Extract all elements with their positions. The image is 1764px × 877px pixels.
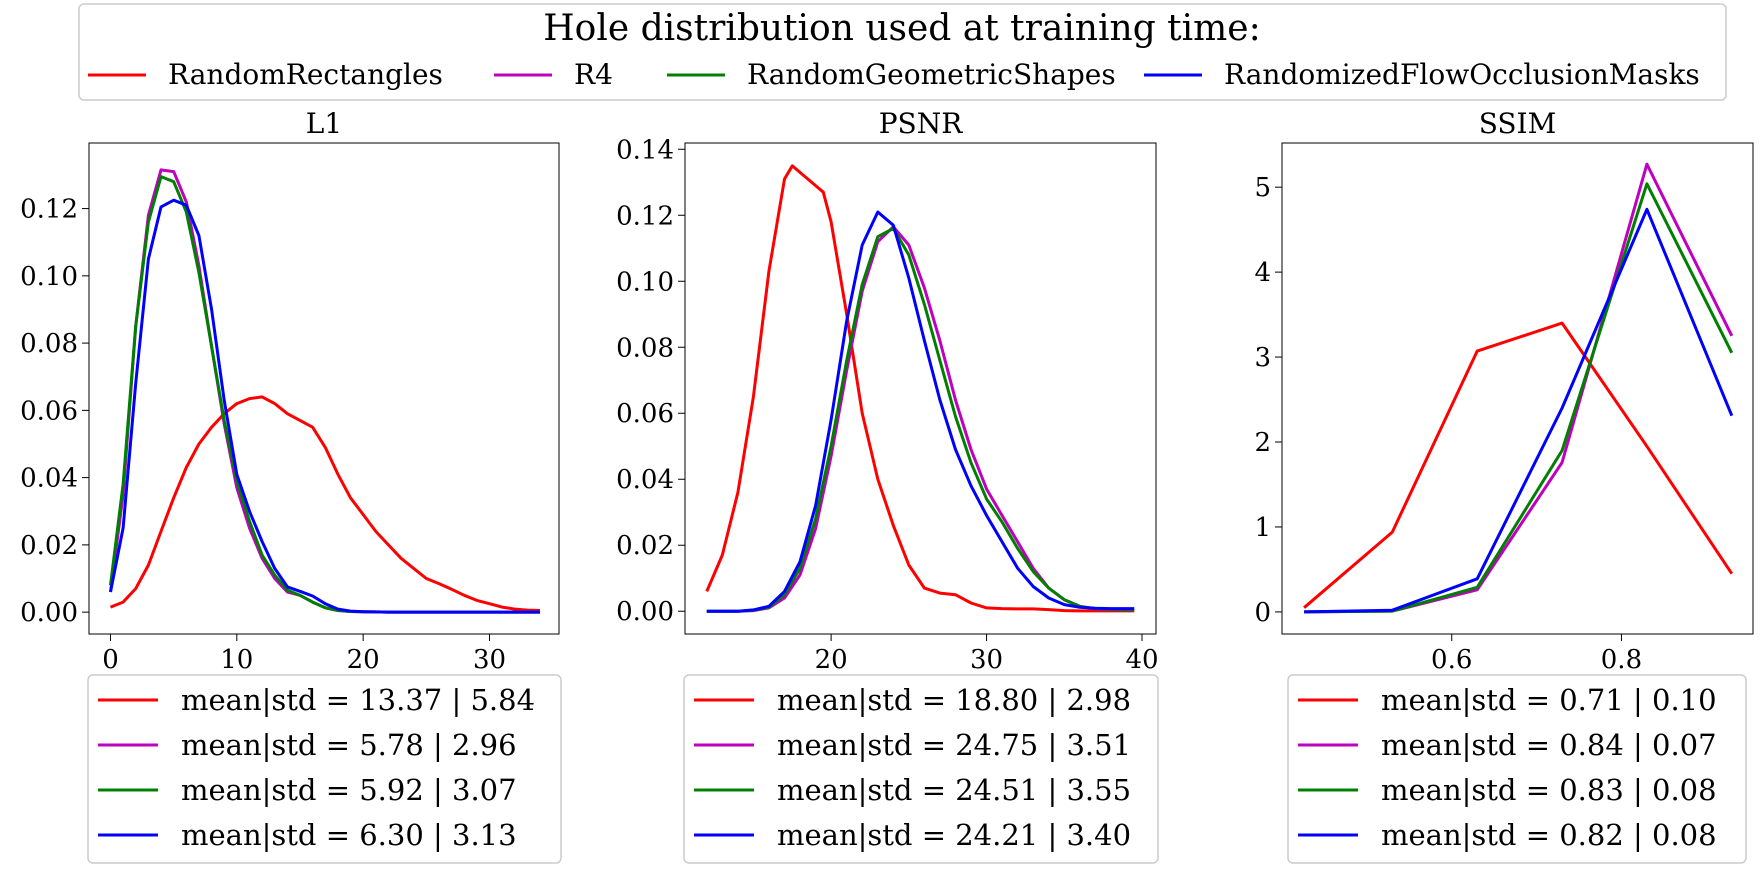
y-tick-label: 5 [1254,173,1271,203]
legend-frame [683,674,1159,864]
top-legend-label-randomizedflowocclusionmasks: RandomizedFlowOcclusionMasks [1224,58,1700,91]
x-tick-label: 0.8 [1601,645,1642,675]
y-tick-label: 0 [1254,598,1271,628]
y-tick-label: 0.06 [20,396,78,426]
series-line-randomizedflowocclusionmasks [706,210,1135,613]
legend-label-randomrectangles: mean|std = 18.80 | 2.98 [777,683,1131,717]
legend-label-r4: mean|std = 0.84 | 0.07 [1381,728,1717,762]
y-tick-label: 0.14 [616,135,674,165]
top-legend-frame [78,3,1727,101]
x-tick-label: 20 [815,645,848,675]
y-tick-label: 0.10 [616,267,674,297]
legend-ssim: mean|std = 0.71 | 0.10 mean|std = 0.84 | … [1287,674,1747,864]
panel-title-l1: L1 [306,107,342,140]
legend-label-r4: mean|std = 24.75 | 3.51 [777,728,1131,762]
x-tick-label: 30 [473,645,506,675]
series-line-randomrectangles [109,395,541,612]
series-line-randomgeometricshapes [1304,182,1734,614]
legend-label-r4: mean|std = 5.78 | 2.96 [181,728,517,762]
legend-label-randomizedflowocclusionmasks: mean|std = 0.82 | 0.08 [1381,818,1717,852]
y-tick-label: 0.04 [20,464,78,494]
series-line-randomrectangles [705,164,1135,613]
top-legend-label-r4: R4 [574,58,613,91]
x-tick-label: 0 [102,645,119,675]
y-tick-label: 0.12 [616,201,674,231]
axes-frame [684,142,1157,635]
panel-title-psnr: PSNR [879,107,964,140]
series-line-randomizedflowocclusionmasks [1304,207,1734,614]
top-legend-label-randomgeometricshapes: RandomGeometricShapes [747,58,1116,91]
series-line-randomizedflowocclusionmasks [109,198,540,614]
legend-label-randomrectangles: mean|std = 13.37 | 5.84 [181,683,535,717]
y-tick-label: 0.08 [20,329,78,359]
series-line-r4 [1304,162,1734,614]
x-tick-label: 0.6 [1431,645,1472,675]
x-tick-label: 10 [220,645,253,675]
series-line-randomrectangles [1303,321,1734,609]
legend-frame [87,674,562,864]
series-line-r4 [109,168,540,614]
series-line-randomgeometricshapes [706,227,1135,613]
y-tick-label: 3 [1254,343,1271,373]
x-tick-label: 20 [347,645,380,675]
y-tick-label: 0.00 [616,597,674,627]
y-tick-label: 0.08 [616,333,674,363]
y-tick-label: 0.10 [20,262,78,292]
legend-label-randomizedflowocclusionmasks: mean|std = 24.21 | 3.40 [777,818,1131,852]
panel-title-ssim: SSIM [1479,107,1557,140]
top-legend-label-randomrectangles: RandomRectangles [168,58,443,91]
x-tick-label: 40 [1125,645,1158,675]
legend-psnr: mean|std = 18.80 | 2.98 mean|std = 24.75 … [683,674,1159,864]
x-tick-label: 30 [970,645,1003,675]
y-tick-label: 0.04 [616,465,674,495]
figure-title: Hole distribution used at training time: [543,8,1260,49]
legend-label-randomizedflowocclusionmasks: mean|std = 6.30 | 3.13 [181,818,517,852]
y-tick-label: 2 [1254,428,1271,458]
legend-label-randomrectangles: mean|std = 0.71 | 0.10 [1381,683,1717,717]
y-tick-label: 0.02 [616,531,674,561]
axes-frame [1281,142,1754,635]
axes-frame [88,142,560,635]
panel-l1: L1 0 10 20 30 0.00 0.02 0.04 0.06 0.08 0.10 0.12 mea… [20,107,562,864]
series-line-randomgeometricshapes [109,175,540,614]
y-tick-label: 4 [1254,258,1271,288]
y-tick-label: 1 [1254,513,1271,543]
y-tick-label: 0.12 [20,195,78,225]
y-tick-label: 0.00 [20,598,78,628]
legend-frame [1287,674,1747,864]
series-line-r4 [706,225,1135,613]
legend-label-randomgeometricshapes: mean|std = 24.51 | 3.55 [777,773,1131,807]
legend-label-randomgeometricshapes: mean|std = 0.83 | 0.08 [1381,773,1717,807]
legend-l1: mean|std = 13.37 | 5.84 mean|std = 5.78 |… [87,674,562,864]
y-tick-label: 0.02 [20,531,78,561]
legend-label-randomgeometricshapes: mean|std = 5.92 | 3.07 [181,773,517,807]
y-tick-label: 0.06 [616,399,674,429]
top-legend: Hole distribution used at training time:… [78,3,1727,101]
panel-psnr: PSNR 20 30 40 0.00 0.02 0.04 0.06 0.08 0.10 0.12 0.… [616,107,1159,864]
